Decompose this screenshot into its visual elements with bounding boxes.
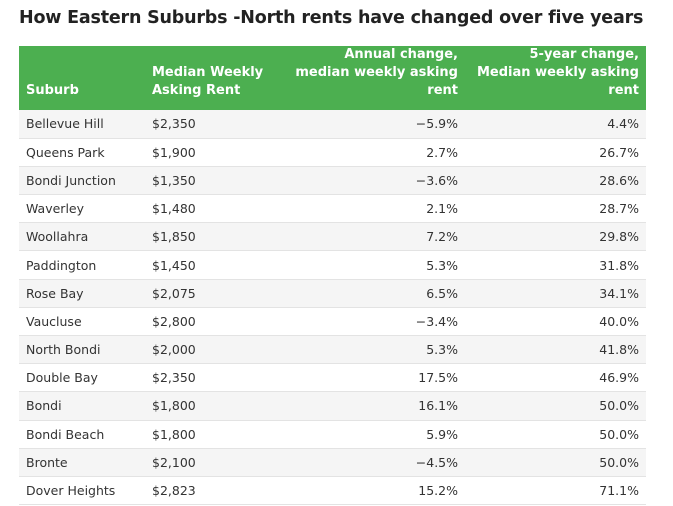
column-header-annual-change: Annual change, median weekly asking rent (280, 46, 465, 110)
cell-median-rent: $2,075 (145, 279, 280, 308)
cell-annual-change: 5.3% (280, 250, 465, 280)
cell-suburb: Paddington (19, 250, 145, 280)
table-row: Paddington $1,450 5.3% 31.8% (19, 250, 646, 280)
cell-five-year-change: 31.8% (465, 250, 646, 280)
cell-suburb: Queens Park (19, 138, 145, 167)
cell-five-year-change: 4.4% (465, 110, 646, 139)
cell-annual-change: 17.5% (280, 363, 465, 393)
cell-suburb: Waverley (19, 194, 145, 224)
table-row: Vaucluse $2,800 −3.4% 40.0% (19, 307, 646, 337)
cell-annual-change: 15.2% (280, 476, 465, 506)
table-row: Bondi Beach $1,800 5.9% 50.0% (19, 420, 646, 449)
table-row: Rose Bay $2,075 6.5% 34.1% (19, 279, 646, 308)
table-body: Bellevue Hill $2,350 −5.9% 4.4% Queens Park $… (19, 110, 646, 506)
cell-five-year-change: 28.6% (465, 166, 646, 196)
cell-median-rent: $2,100 (145, 448, 280, 477)
cell-median-rent: $1,480 (145, 194, 280, 224)
cell-median-rent: $2,350 (145, 363, 280, 393)
cell-annual-change: −4.5% (280, 448, 465, 477)
cell-five-year-change: 46.9% (465, 363, 646, 393)
table-row: Queens Park $1,900 2.7% 26.7% (19, 138, 646, 167)
cell-annual-change: −5.9% (280, 110, 465, 139)
cell-annual-change: −3.4% (280, 307, 465, 337)
cell-suburb: Rose Bay (19, 279, 145, 308)
cell-median-rent: $2,823 (145, 476, 280, 506)
cell-five-year-change: 28.7% (465, 194, 646, 224)
table-row: Double Bay $2,350 17.5% 46.9% (19, 363, 646, 393)
cell-annual-change: −3.6% (280, 166, 465, 196)
cell-suburb: Double Bay (19, 363, 145, 393)
cell-five-year-change: 50.0% (465, 391, 646, 421)
cell-five-year-change: 50.0% (465, 448, 646, 477)
cell-suburb: Bondi Beach (19, 420, 145, 449)
cell-suburb: Dover Heights (19, 476, 145, 506)
header-row: Suburb Median Weekly Asking Rent Annual … (19, 46, 646, 110)
cell-suburb: Woollahra (19, 222, 145, 252)
table-row: North Bondi $2,000 5.3% 41.8% (19, 335, 646, 365)
cell-annual-change: 7.2% (280, 222, 465, 252)
cell-annual-change: 5.3% (280, 335, 465, 365)
cell-five-year-change: 50.0% (465, 420, 646, 449)
cell-suburb: North Bondi (19, 335, 145, 365)
table-row: Dover Heights $2,823 15.2% 71.1% (19, 476, 646, 506)
table-row: Waverley $1,480 2.1% 28.7% (19, 194, 646, 224)
cell-five-year-change: 26.7% (465, 138, 646, 167)
cell-median-rent: $1,800 (145, 420, 280, 449)
table-row: Bronte $2,100 −4.5% 50.0% (19, 448, 646, 477)
cell-annual-change: 5.9% (280, 420, 465, 449)
rents-table: Suburb Median Weekly Asking Rent Annual … (19, 46, 646, 506)
cell-five-year-change: 71.1% (465, 476, 646, 506)
cell-suburb: Bondi (19, 391, 145, 421)
cell-annual-change: 2.7% (280, 138, 465, 167)
cell-five-year-change: 41.8% (465, 335, 646, 365)
cell-median-rent: $1,800 (145, 391, 280, 421)
chart-title: How Eastern Suburbs -North rents have ch… (19, 8, 644, 28)
cell-five-year-change: 29.8% (465, 222, 646, 252)
cell-five-year-change: 40.0% (465, 307, 646, 337)
cell-median-rent: $1,850 (145, 222, 280, 252)
table-row: Bondi Junction $1,350 −3.6% 28.6% (19, 166, 646, 196)
cell-median-rent: $1,450 (145, 250, 280, 280)
table-header: Suburb Median Weekly Asking Rent Annual … (19, 46, 646, 110)
cell-median-rent: $1,900 (145, 138, 280, 167)
cell-median-rent: $2,000 (145, 335, 280, 365)
cell-suburb: Vaucluse (19, 307, 145, 337)
column-header-median-weekly-rent: Median Weekly Asking Rent (145, 46, 280, 110)
cell-five-year-change: 34.1% (465, 279, 646, 308)
cell-annual-change: 2.1% (280, 194, 465, 224)
column-header-suburb: Suburb (19, 46, 145, 110)
cell-suburb: Bronte (19, 448, 145, 477)
table-row: Bellevue Hill $2,350 −5.9% 4.4% (19, 110, 646, 139)
column-header-five-year-change: 5-year change, Median weekly asking rent (465, 46, 646, 110)
table-row: Woollahra $1,850 7.2% 29.8% (19, 222, 646, 252)
cell-median-rent: $2,800 (145, 307, 280, 337)
cell-median-rent: $1,350 (145, 166, 280, 196)
cell-annual-change: 6.5% (280, 279, 465, 308)
cell-suburb: Bellevue Hill (19, 110, 145, 139)
table-row: Bondi $1,800 16.1% 50.0% (19, 391, 646, 421)
cell-suburb: Bondi Junction (19, 166, 145, 196)
cell-median-rent: $2,350 (145, 110, 280, 139)
cell-annual-change: 16.1% (280, 391, 465, 421)
